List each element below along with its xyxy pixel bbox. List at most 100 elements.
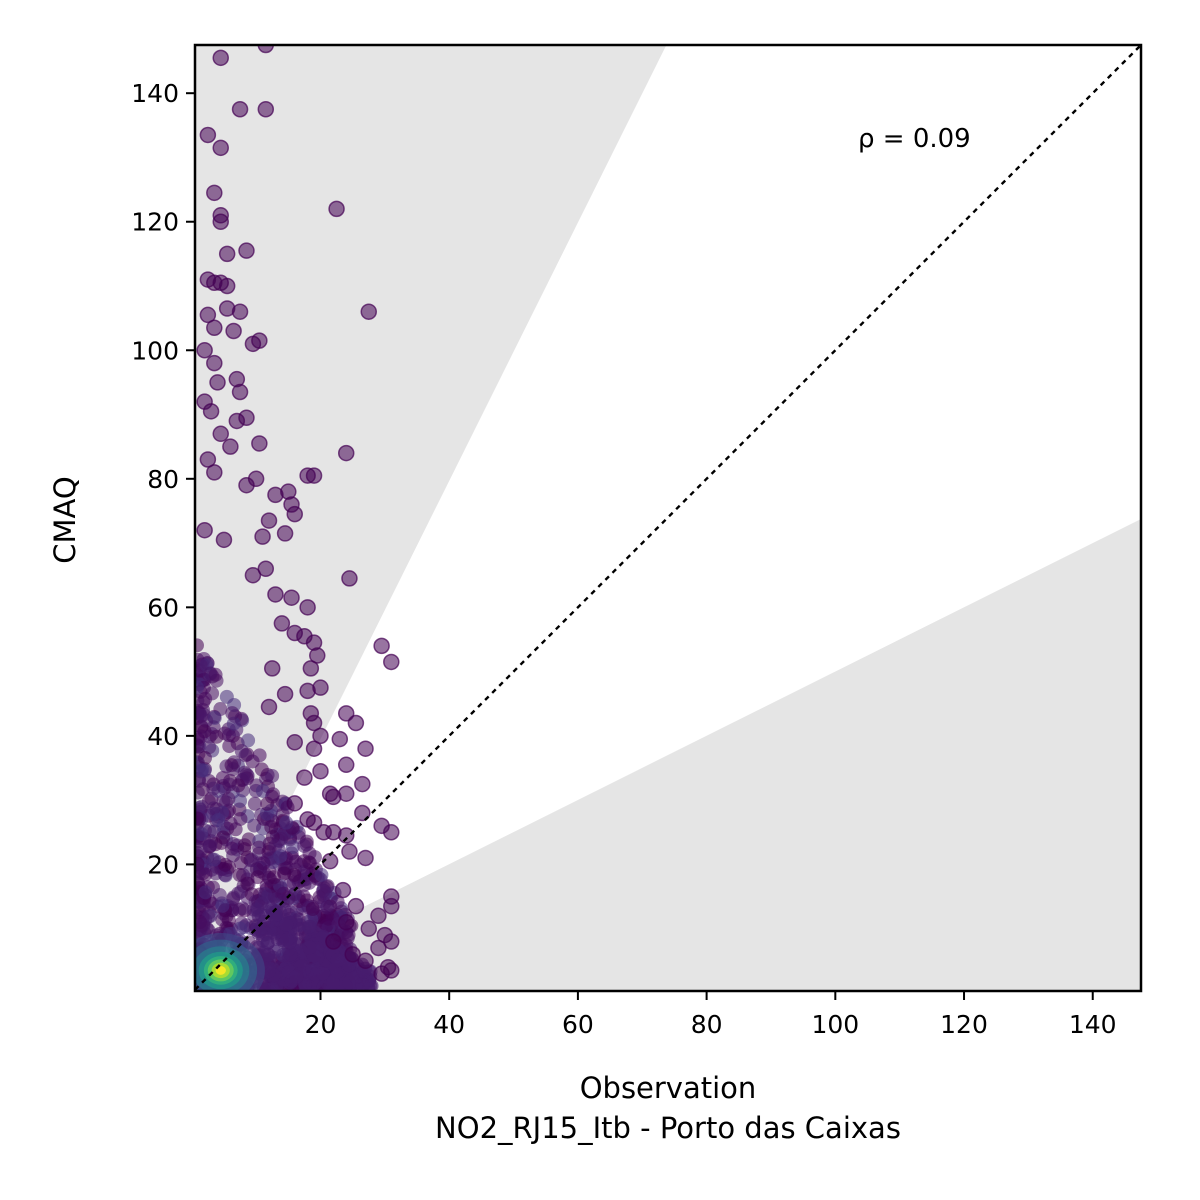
density-point: [279, 815, 294, 830]
data-point: [299, 682, 316, 700]
data-point: [383, 897, 400, 915]
density-point: [222, 739, 237, 754]
density-point: [195, 763, 210, 778]
data-point: [218, 245, 236, 263]
data-point: [206, 319, 223, 337]
density-point: [195, 811, 204, 826]
density-point: [266, 870, 281, 885]
data-point: [257, 45, 275, 54]
density-point: [218, 867, 233, 882]
density-point: [252, 840, 267, 855]
data-point: [276, 685, 294, 703]
data-point: [357, 952, 374, 970]
data-point: [296, 769, 313, 786]
data-point: [228, 412, 246, 430]
density-point: [297, 838, 312, 853]
density-point: [283, 905, 298, 920]
density-point: [320, 900, 335, 915]
x-tick-label: 20: [305, 1010, 337, 1039]
data-point: [383, 933, 400, 950]
density-point: [302, 919, 317, 934]
density-point: [221, 913, 236, 928]
data-point: [199, 306, 217, 324]
data-point: [206, 354, 223, 372]
data-point: [196, 521, 213, 539]
data-point: [383, 653, 400, 671]
data-point: [283, 589, 300, 606]
data-point: [215, 531, 233, 549]
data-point: [370, 907, 387, 925]
data-point: [267, 586, 284, 603]
x-tick-label: 120: [940, 1010, 988, 1039]
density-point: [198, 885, 213, 900]
density-point: [285, 840, 300, 855]
data-point: [286, 795, 303, 812]
density-point: [302, 940, 317, 955]
density-point: [222, 777, 237, 792]
data-point: [231, 101, 249, 118]
density-point: [261, 947, 276, 962]
data-point: [257, 560, 275, 578]
data-point: [196, 342, 213, 359]
y-tick-label: 40: [147, 722, 179, 751]
data-point: [325, 788, 342, 806]
data-point: [360, 303, 378, 320]
data-point: [334, 881, 352, 899]
data-point: [337, 756, 355, 774]
data-point: [370, 939, 387, 957]
density-point: [207, 852, 222, 867]
x-axis: 20 40 60 80 100 120 140: [305, 991, 1117, 1039]
density-point: [287, 867, 302, 882]
density-point: [195, 658, 208, 673]
data-point: [273, 615, 291, 632]
data-point: [305, 714, 323, 732]
y-tick-label: 20: [147, 850, 179, 879]
scatter-points: [196, 45, 400, 982]
data-point: [354, 804, 371, 822]
density-point: [203, 666, 218, 681]
data-point: [202, 403, 220, 420]
data-point: [373, 637, 390, 655]
y-axis-label: CMAQ: [48, 476, 82, 563]
density-point: [250, 870, 265, 885]
data-point: [212, 139, 229, 157]
data-point: [312, 727, 329, 745]
y-tick-label: 140: [131, 79, 179, 108]
density-point: [245, 754, 260, 769]
density-cloud: [195, 638, 379, 991]
data-point: [312, 762, 329, 780]
data-point: [337, 444, 355, 462]
data-point: [199, 126, 217, 144]
density-point: [340, 931, 355, 946]
data-point: [337, 913, 355, 931]
density-point: [195, 731, 205, 746]
density-point: [241, 733, 256, 748]
y-axis: 20 40 60 80 100 120 140: [131, 79, 195, 879]
density-point: [195, 866, 207, 881]
x-axis-sublabel: NO2_RJ15_Itb - Porto das Caixas: [435, 1111, 901, 1145]
density-point: [279, 932, 294, 947]
density-point: [195, 638, 204, 653]
data-point: [337, 827, 355, 844]
density-point: [195, 826, 209, 841]
density-point: [305, 902, 320, 917]
data-point: [244, 566, 262, 584]
x-tick-label: 60: [562, 1010, 594, 1039]
data-point: [325, 933, 342, 950]
data-point: [218, 277, 236, 295]
density-point: [226, 890, 241, 905]
density-point: [259, 806, 274, 821]
data-point: [305, 814, 323, 831]
density-point: [288, 886, 303, 901]
density-point: [314, 867, 329, 882]
density-point: [315, 883, 330, 898]
data-point: [206, 464, 223, 481]
density-point: [218, 857, 233, 872]
data-point: [344, 946, 361, 963]
density-point: [254, 762, 269, 777]
density-point: [279, 917, 294, 932]
data-point: [222, 438, 239, 455]
data-point: [357, 740, 374, 757]
density-point: [203, 838, 218, 853]
